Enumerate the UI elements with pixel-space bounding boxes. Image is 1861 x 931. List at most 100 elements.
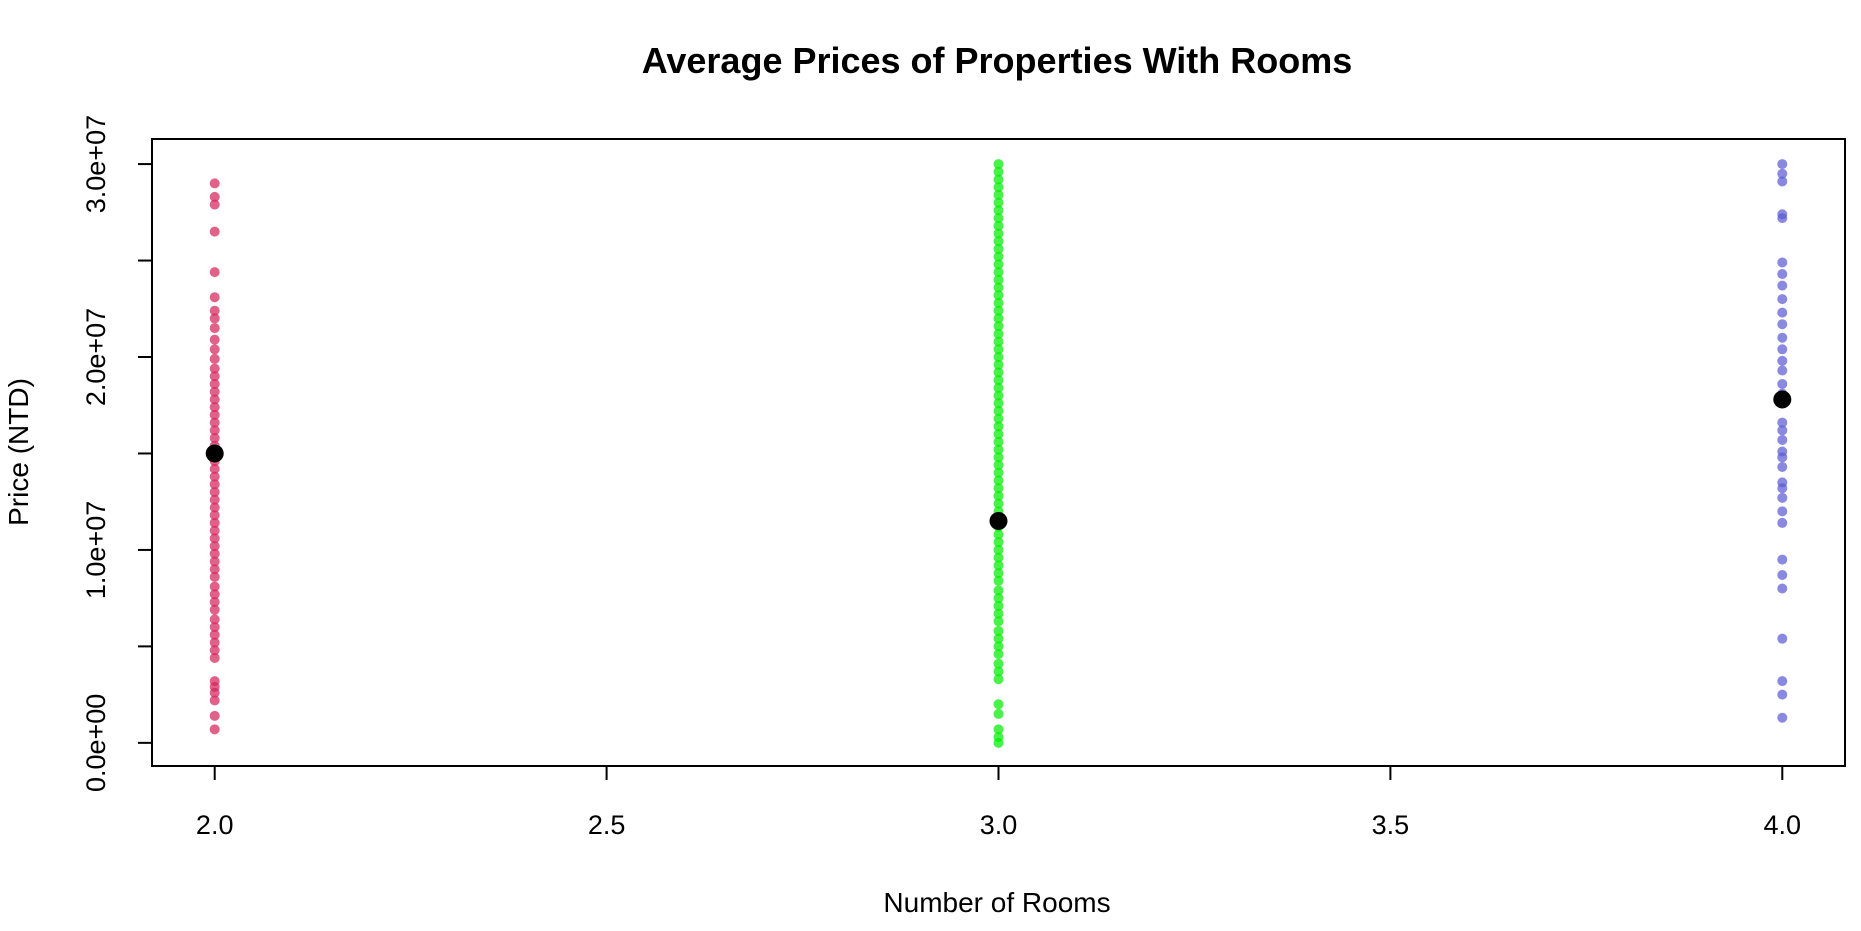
data-point-rooms-2 [209, 267, 220, 278]
data-point-rooms-3 [993, 398, 1004, 409]
data-point-rooms-3 [993, 537, 1004, 548]
data-point-rooms-3 [993, 228, 1004, 239]
data-point-rooms-2 [209, 313, 220, 324]
data-point-rooms-3 [993, 352, 1004, 363]
data-point-rooms-2 [209, 517, 220, 528]
data-point-rooms-3 [993, 699, 1004, 710]
data-point-rooms-3 [993, 259, 1004, 270]
data-point-rooms-4 [1777, 355, 1788, 366]
data-point-rooms-3 [993, 174, 1004, 185]
data-point-rooms-2 [209, 645, 220, 656]
data-point-rooms-3 [993, 213, 1004, 224]
data-point-rooms-3 [993, 429, 1004, 440]
data-point-rooms-3 [993, 344, 1004, 355]
data-point-rooms-2 [209, 676, 220, 687]
data-point-rooms-4 [1777, 517, 1788, 528]
data-point-rooms-3 [993, 600, 1004, 611]
data-point-rooms-2 [209, 710, 220, 721]
x-axis: 2.0 2.5 3.0 3.5 4.0 [196, 765, 1801, 840]
y-tick-label: 3.0e+07 [81, 115, 111, 213]
data-point-rooms-3 [993, 444, 1004, 455]
data-point-rooms-2 [209, 191, 220, 202]
data-point-rooms-3 [993, 560, 1004, 571]
data-point-rooms-2 [209, 597, 220, 608]
data-point-rooms-3 [993, 267, 1004, 278]
data-point-rooms-3 [993, 282, 1004, 293]
data-points [209, 159, 1788, 748]
data-point-rooms-2 [209, 386, 220, 397]
data-point-rooms-3 [993, 649, 1004, 660]
data-point-rooms-3 [993, 498, 1004, 509]
y-axis: 0.0e+00 1.0e+07 2.0e+07 3.0e+07 [81, 115, 153, 792]
data-point-rooms-2 [209, 510, 220, 521]
data-point-rooms-3 [993, 552, 1004, 563]
data-point-rooms-4 [1777, 307, 1788, 318]
data-point-rooms-3 [993, 290, 1004, 301]
data-point-rooms-3 [993, 406, 1004, 417]
data-point-rooms-4 [1777, 280, 1788, 291]
data-point-rooms-3 [993, 658, 1004, 669]
data-point-rooms-2 [209, 471, 220, 482]
data-point-rooms-4 [1777, 159, 1788, 170]
data-point-rooms-4 [1777, 676, 1788, 687]
data-point-rooms-2 [209, 334, 220, 345]
data-point-rooms-3 [993, 608, 1004, 619]
data-point-rooms-3 [993, 568, 1004, 579]
data-point-rooms-2 [209, 604, 220, 615]
data-point-rooms-2 [209, 199, 220, 210]
data-point-rooms-3 [993, 467, 1004, 478]
y-tick-label: 2.0e+07 [81, 308, 111, 406]
data-point-rooms-3 [993, 375, 1004, 386]
data-point-rooms-2 [209, 379, 220, 390]
data-point-rooms-2 [209, 371, 220, 382]
data-point-rooms-2 [209, 479, 220, 490]
data-point-rooms-2 [209, 533, 220, 544]
data-point-rooms-3 [993, 297, 1004, 308]
data-point-rooms-3 [993, 460, 1004, 471]
data-point-rooms-3 [993, 382, 1004, 393]
data-point-rooms-3 [993, 585, 1004, 596]
data-point-rooms-3 [993, 641, 1004, 652]
data-point-rooms-4 [1777, 477, 1788, 488]
data-point-rooms-4 [1777, 209, 1788, 220]
data-point-rooms-2 [209, 525, 220, 536]
data-point-rooms-4 [1777, 689, 1788, 700]
data-point-rooms-4 [1777, 633, 1788, 644]
data-point-rooms-2 [209, 487, 220, 498]
data-point-rooms-2 [209, 541, 220, 552]
data-point-rooms-3 [993, 413, 1004, 424]
data-point-rooms-4 [1777, 332, 1788, 343]
data-point-rooms-2 [209, 502, 220, 513]
data-point-rooms-3 [993, 593, 1004, 604]
data-point-rooms-3 [993, 359, 1004, 370]
data-point-rooms-3 [993, 625, 1004, 636]
data-point-rooms-2 [209, 637, 220, 648]
data-point-rooms-3 [993, 336, 1004, 347]
data-point-rooms-3 [993, 708, 1004, 719]
data-point-rooms-3 [993, 166, 1004, 177]
data-point-rooms-3 [993, 421, 1004, 432]
data-point-rooms-2 [209, 353, 220, 364]
data-point-rooms-3 [993, 475, 1004, 486]
x-tick-label: 2.5 [588, 810, 626, 840]
data-point-rooms-3 [993, 390, 1004, 401]
data-point-rooms-4 [1777, 269, 1788, 280]
data-point-rooms-3 [993, 236, 1004, 247]
data-point-rooms-3 [993, 243, 1004, 254]
y-tick-label: 0.0e+00 [81, 694, 111, 792]
data-point-rooms-2 [209, 363, 220, 374]
data-point-rooms-4 [1777, 365, 1788, 376]
data-point-rooms-4 [1777, 176, 1788, 187]
data-point-rooms-4 [1777, 344, 1788, 355]
data-point-rooms-2 [209, 724, 220, 735]
data-point-rooms-3 [993, 274, 1004, 285]
mean-point [205, 444, 224, 463]
data-point-rooms-4 [1777, 417, 1788, 428]
data-point-rooms-2 [209, 556, 220, 567]
data-point-rooms-4 [1777, 168, 1788, 179]
data-point-rooms-4 [1777, 583, 1788, 594]
data-point-rooms-4 [1777, 554, 1788, 565]
data-point-rooms-2 [209, 695, 220, 706]
data-point-rooms-3 [993, 205, 1004, 216]
